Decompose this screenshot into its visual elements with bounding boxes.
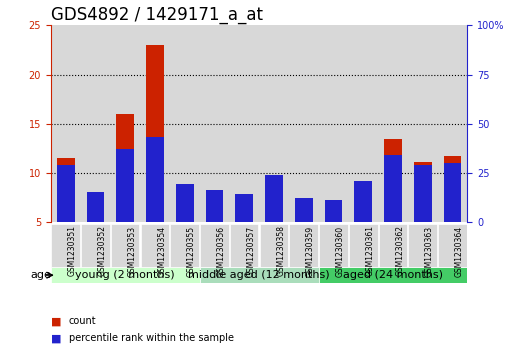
Bar [295,198,312,222]
Bar [110,25,140,222]
Text: GSM1230363: GSM1230363 [425,225,434,277]
Bar [265,175,283,222]
Bar [170,25,200,222]
Bar [414,165,432,222]
FancyBboxPatch shape [200,267,319,283]
Bar [235,194,253,222]
Text: GSM1230357: GSM1230357 [246,225,256,277]
Text: ■: ■ [51,333,61,343]
Bar [81,25,110,222]
Bar [140,25,170,222]
Text: GSM1230360: GSM1230360 [336,225,345,277]
Text: percentile rank within the sample: percentile rank within the sample [69,333,234,343]
Text: age: age [30,270,51,280]
FancyBboxPatch shape [378,224,407,267]
Bar [206,197,224,271]
FancyBboxPatch shape [200,224,229,267]
Bar [325,207,342,271]
Bar [200,25,229,222]
Bar [408,25,437,222]
Bar [384,155,402,222]
Text: young (2 months): young (2 months) [75,270,175,280]
FancyBboxPatch shape [141,224,169,267]
Bar [414,162,432,271]
Bar [295,208,312,271]
Text: count: count [69,316,96,326]
Text: GDS4892 / 1429171_a_at: GDS4892 / 1429171_a_at [51,6,263,24]
Bar [116,114,134,271]
Text: GSM1230364: GSM1230364 [455,225,464,277]
Text: GSM1230353: GSM1230353 [128,225,137,277]
FancyBboxPatch shape [290,224,318,267]
Text: ■: ■ [51,316,61,326]
Text: GSM1230351: GSM1230351 [68,225,77,277]
Bar [289,25,319,222]
Text: GSM1230355: GSM1230355 [187,225,196,277]
Bar [443,163,461,222]
Text: aged (24 months): aged (24 months) [343,270,443,280]
Text: GSM1230359: GSM1230359 [306,225,315,277]
Bar [443,156,461,271]
Bar [325,200,342,222]
Bar [319,25,348,222]
FancyBboxPatch shape [438,224,467,267]
Bar [51,25,81,222]
Bar [384,139,402,271]
FancyBboxPatch shape [260,224,288,267]
Bar [57,158,75,271]
Text: middle aged (12 months): middle aged (12 months) [188,270,330,280]
Bar [176,184,194,222]
Bar [176,194,194,271]
Bar [116,149,134,222]
FancyBboxPatch shape [111,224,140,267]
FancyBboxPatch shape [170,224,199,267]
FancyBboxPatch shape [349,224,377,267]
FancyBboxPatch shape [319,267,467,283]
Text: GSM1230356: GSM1230356 [217,225,226,277]
Bar [146,45,164,271]
Bar [259,25,289,222]
Bar [354,184,372,271]
Bar [437,25,467,222]
Bar [206,190,224,222]
Text: GSM1230352: GSM1230352 [98,225,107,277]
FancyBboxPatch shape [51,267,200,283]
FancyBboxPatch shape [408,224,437,267]
Bar [86,202,104,271]
Bar [57,165,75,222]
Bar [265,176,283,271]
Text: GSM1230358: GSM1230358 [276,225,285,277]
FancyBboxPatch shape [319,224,348,267]
Bar [86,192,104,222]
Bar [378,25,408,222]
FancyBboxPatch shape [81,224,110,267]
Bar [235,204,253,271]
Text: GSM1230362: GSM1230362 [395,225,404,277]
Bar [229,25,259,222]
Text: GSM1230361: GSM1230361 [366,225,374,277]
Bar [348,25,378,222]
Text: GSM1230354: GSM1230354 [157,225,166,277]
Bar [146,137,164,222]
Bar [354,180,372,222]
FancyBboxPatch shape [51,224,80,267]
FancyBboxPatch shape [230,224,259,267]
